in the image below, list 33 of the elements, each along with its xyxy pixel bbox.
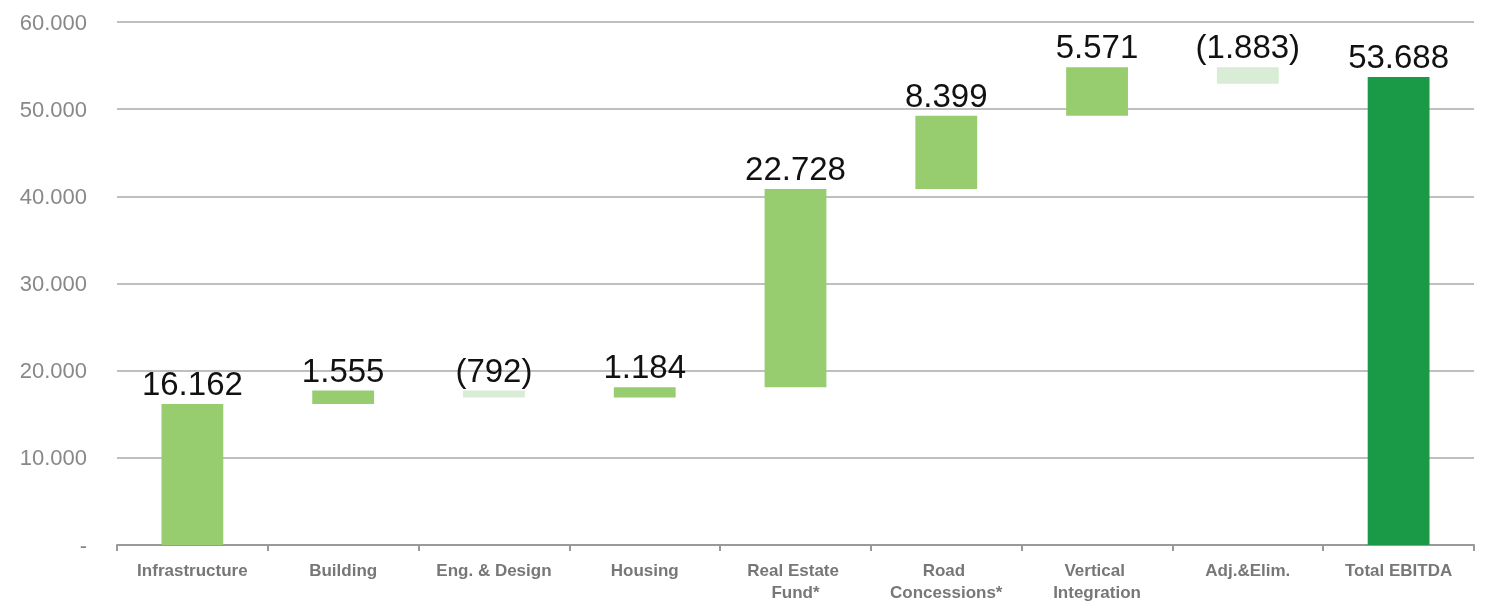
x-tick-label: Eng. & Design xyxy=(436,560,552,580)
x-tick-label: Building xyxy=(309,560,378,580)
y-tick-label: 10.000 xyxy=(19,445,87,471)
data-label: 16.162 xyxy=(141,365,243,403)
y-tick-label: 20.000 xyxy=(19,358,87,384)
bar xyxy=(613,387,676,398)
bar xyxy=(1066,67,1128,116)
x-tick-label: Road Concessions* xyxy=(890,560,1003,602)
y-tick-label: 60.000 xyxy=(19,9,87,35)
x-tick-label: Housing xyxy=(610,560,679,580)
x-tick-label: Total EBITDA xyxy=(1344,560,1453,580)
data-label: (792) xyxy=(455,351,533,389)
bar xyxy=(764,189,827,388)
bar xyxy=(161,404,224,545)
data-label: 8.399 xyxy=(904,76,988,114)
bar xyxy=(1216,67,1279,84)
y-tick-label: 40.000 xyxy=(19,183,87,209)
y-tick-label: - xyxy=(79,532,87,558)
data-label: (1.883) xyxy=(1195,28,1301,66)
x-tick-label: Infrastructure xyxy=(137,560,248,580)
data-label: 53.688 xyxy=(1348,38,1450,76)
data-label: 5.571 xyxy=(1055,28,1139,66)
x-tick-label: Adj.&Elim. xyxy=(1205,560,1291,580)
data-label: 1.555 xyxy=(301,351,385,389)
bar xyxy=(915,115,978,190)
x-tick-label: Real Estate Fund* xyxy=(747,560,844,602)
bar xyxy=(312,390,375,405)
y-tick-label: 50.000 xyxy=(19,96,87,122)
y-tick-label: 30.000 xyxy=(19,271,87,296)
data-label: 1.184 xyxy=(603,348,687,386)
data-label: 22.728 xyxy=(745,150,846,188)
x-tick-label: Vertical Integration xyxy=(1053,560,1141,602)
bar xyxy=(1367,77,1430,545)
